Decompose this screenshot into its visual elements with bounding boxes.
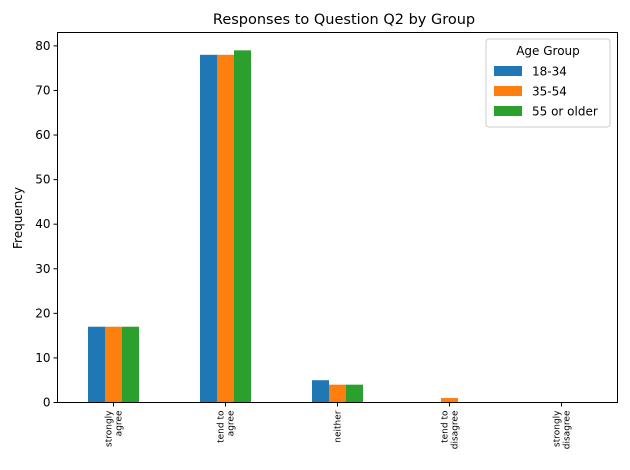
x-tick-label: tend to [217,410,227,443]
legend-swatch [494,66,522,76]
legend-swatch [494,86,522,96]
legend-label: 35-54 [532,85,567,99]
x-tick-label: disagree [563,410,573,449]
bars-group [88,50,458,403]
bar-18-34-1 [200,54,217,403]
legend: Age Group 18-34 35-54 55 or older [485,38,611,128]
chart-title: Responses to Question Q2 by Group [213,12,475,28]
legend-title: Age Group [516,44,580,58]
y-tick-label: 60 [35,128,50,142]
y-tick-label: 50 [35,173,50,187]
x-tick-label: agree [227,410,237,436]
x-tick-label: neither [334,410,344,443]
plot-frame [57,32,618,403]
y-tick-label: 70 [35,83,50,97]
bar-35-54-2 [329,384,346,403]
y-axis-label: Frequency [11,187,25,249]
x-tick-label: agree [115,410,125,436]
bar-18-34-0 [88,326,105,403]
legend-box [485,38,611,128]
x-tick-label: disagree [451,410,461,449]
y-tick-label: 30 [35,262,50,276]
y-tick-label: 40 [35,217,50,231]
legend-label: 18-34 [532,65,567,79]
y-tick-label: 20 [35,306,50,320]
bar-35-54-1 [217,54,234,403]
x-tick-label: strongly [105,410,115,447]
bar-35-54-3 [441,398,458,403]
bar-55-or-older-0 [122,326,139,403]
bar-18-34-2 [312,380,329,403]
y-axis: 0 10 20 30 40 50 60 70 80 [35,39,58,410]
x-tick-label-group: tend to disagree [441,410,461,449]
legend-swatch [494,106,522,116]
x-tick-label: tend to [441,410,451,443]
x-axis: strongly agree tend to agree neither tend to d… [105,402,573,449]
x-tick-label-group: strongly disagree [553,410,573,449]
x-tick-label-group: tend to agree [217,410,237,443]
y-tick-label: 10 [35,351,50,365]
y-tick-label: 0 [43,396,51,410]
bar-35-54-0 [105,326,122,403]
x-tick-label-group: neither [334,410,344,443]
bar-55-or-older-2 [346,384,363,403]
y-tick-label: 80 [35,39,50,53]
legend-label: 55 or older [532,105,598,119]
x-tick-label: strongly [553,410,563,447]
bar-55-or-older-1 [234,50,251,403]
x-tick-label-group: strongly agree [105,410,125,447]
